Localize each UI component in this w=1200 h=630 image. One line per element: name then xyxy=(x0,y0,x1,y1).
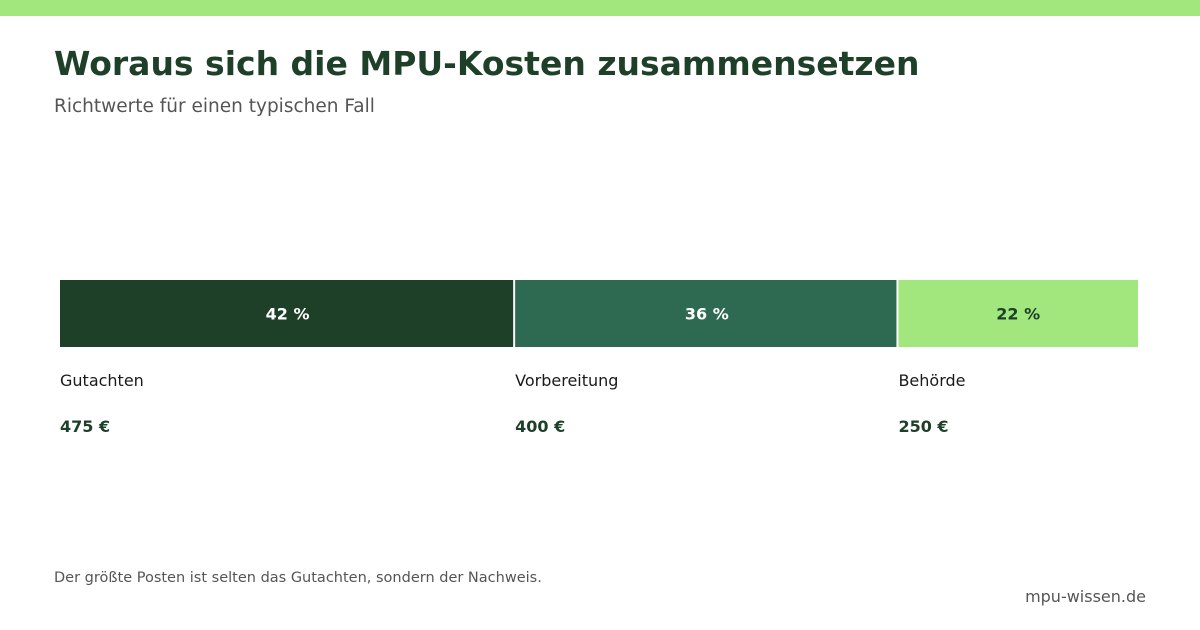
category-label-gutachten: Gutachten xyxy=(60,371,144,390)
bar-segment-vorbereitung xyxy=(515,280,897,347)
percent-label-vorbereitung: 36 % xyxy=(685,305,729,324)
page-subtitle: Richtwerte für einen typischen Fall xyxy=(54,96,375,117)
bar-segment-gutachten xyxy=(60,280,514,347)
category-label-vorbereitung: Vorbereitung xyxy=(515,371,618,390)
value-label-gutachten: 475 € xyxy=(60,417,110,436)
percent-label-gutachten: 42 % xyxy=(266,305,310,324)
footnote: Der größte Posten ist selten das Gutacht… xyxy=(54,570,542,586)
bar-segment-behoerde xyxy=(898,280,1138,347)
category-label-behoerde: Behörde xyxy=(898,371,965,390)
value-label-vorbereitung: 400 € xyxy=(515,417,565,436)
page-title: Woraus sich die MPU-Kosten zusammensetze… xyxy=(54,44,920,83)
percent-label-behoerde: 22 % xyxy=(996,305,1040,324)
top-accent-strip xyxy=(0,0,1200,16)
source-credit: mpu-wissen.de xyxy=(1025,587,1146,606)
value-label-behoerde: 250 € xyxy=(898,417,948,436)
